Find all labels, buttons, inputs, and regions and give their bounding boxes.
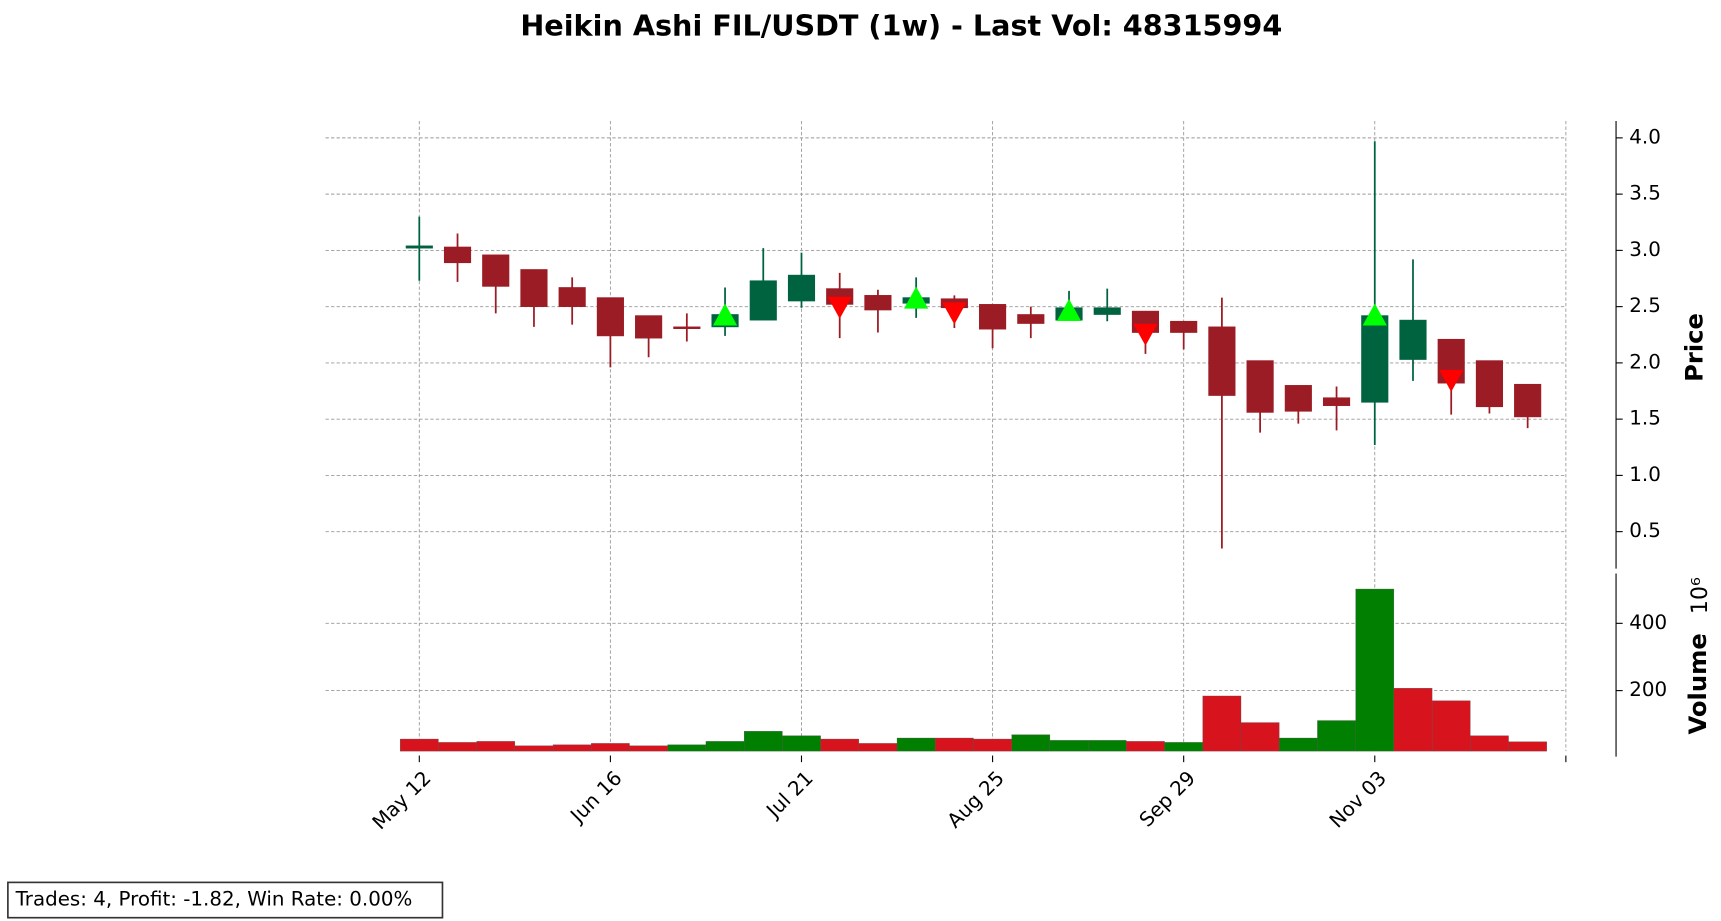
candle-body <box>1284 385 1312 412</box>
candle-body <box>1475 360 1503 408</box>
candle-body <box>596 297 624 337</box>
candle-body <box>482 254 510 287</box>
volume-bar <box>629 745 668 752</box>
candle-body <box>673 326 701 329</box>
candle-body <box>1361 315 1389 403</box>
volume-bar <box>552 744 592 752</box>
volume-bar <box>782 735 821 752</box>
y-tick-label: 3.0 <box>1629 238 1661 261</box>
candle-body <box>864 295 892 311</box>
volume-bar <box>935 737 974 752</box>
volume-bar <box>438 742 477 752</box>
volume-bar <box>1393 688 1433 752</box>
sell-signal <box>827 296 852 319</box>
candle-body <box>405 245 433 249</box>
annotation-box <box>7 881 444 919</box>
candle-body <box>1017 314 1045 324</box>
sell-signal <box>942 302 967 325</box>
volume-bar <box>1508 741 1547 752</box>
sell-signal <box>1439 369 1464 392</box>
volume-bar <box>1049 740 1089 752</box>
volume-bar <box>1355 588 1395 752</box>
y-axis-label: Price <box>1679 313 1708 382</box>
y-tick-label: 0.5 <box>1629 519 1661 542</box>
y-tick-label: 200 <box>1629 678 1667 701</box>
candle-body <box>979 304 1007 330</box>
candle-body <box>1322 397 1351 406</box>
y-tick-label: 400 <box>1629 611 1667 634</box>
volume-bar <box>476 741 516 752</box>
volume-bar <box>896 737 936 752</box>
volume-bar <box>743 731 783 752</box>
chart-title: Heikin Ashi FIL/USDT (1w) - Last Vol: 48… <box>520 9 1282 43</box>
annotation: Trades: 4, Profit: -1.82, Win Rate: 0.00… <box>15 888 413 911</box>
volume-bar <box>514 745 554 752</box>
candle-body <box>520 269 548 307</box>
x-tick-label: May 12 <box>368 767 436 835</box>
x-tick-label: Aug 25 <box>943 767 1009 833</box>
candle-body <box>749 280 777 321</box>
volume-bar <box>1164 742 1203 752</box>
candle-body <box>1208 326 1236 396</box>
x-tick-label: Jun 16 <box>565 767 627 829</box>
volume-bar <box>1011 734 1051 752</box>
volume-exponent: 10⁶ <box>1688 577 1713 614</box>
volume-bar <box>705 741 745 752</box>
x-tick-label: Jul 21 <box>761 767 818 824</box>
buy-signal <box>1362 303 1387 326</box>
buy-signal <box>904 286 929 309</box>
x-tick-label: Sep 29 <box>1135 767 1200 832</box>
y-tick-label: 3.5 <box>1629 182 1661 205</box>
candle-body <box>635 315 663 339</box>
candle-body <box>443 246 472 264</box>
volume-bar <box>591 743 630 752</box>
volume-axis-label: Volume <box>1683 633 1712 734</box>
volume-bar <box>1240 722 1280 752</box>
volume-bar <box>1470 735 1509 752</box>
candle-body <box>1170 320 1198 333</box>
candle-body <box>1514 383 1542 418</box>
sell-signal <box>1133 323 1158 346</box>
volume-bar <box>1317 720 1356 752</box>
volume-bar <box>1279 737 1318 752</box>
x-tick-label: Nov 03 <box>1325 767 1391 833</box>
volume-bar <box>400 738 439 752</box>
volume-bar <box>820 738 859 752</box>
candle-body <box>1093 307 1121 315</box>
y-tick-label: 1.5 <box>1629 407 1661 430</box>
volume-bar <box>858 743 898 752</box>
volume-bar <box>1202 695 1242 752</box>
volume-bar <box>1087 740 1127 752</box>
volume-bar <box>973 738 1012 752</box>
candle-body <box>787 274 816 302</box>
y-tick-label: 2.5 <box>1629 294 1661 317</box>
y-tick-label: 1.0 <box>1629 463 1661 486</box>
y-tick-label: 2.0 <box>1629 350 1661 373</box>
buy-signal <box>1056 298 1082 322</box>
volume-bar <box>1126 741 1165 752</box>
candle-body <box>1399 319 1427 360</box>
volume-bar <box>1431 700 1471 752</box>
buy-signal <box>712 303 738 326</box>
candle-body <box>1246 360 1274 413</box>
y-tick-label: 4.0 <box>1629 125 1661 148</box>
candle-body <box>558 287 586 307</box>
volume-bar <box>667 744 707 752</box>
